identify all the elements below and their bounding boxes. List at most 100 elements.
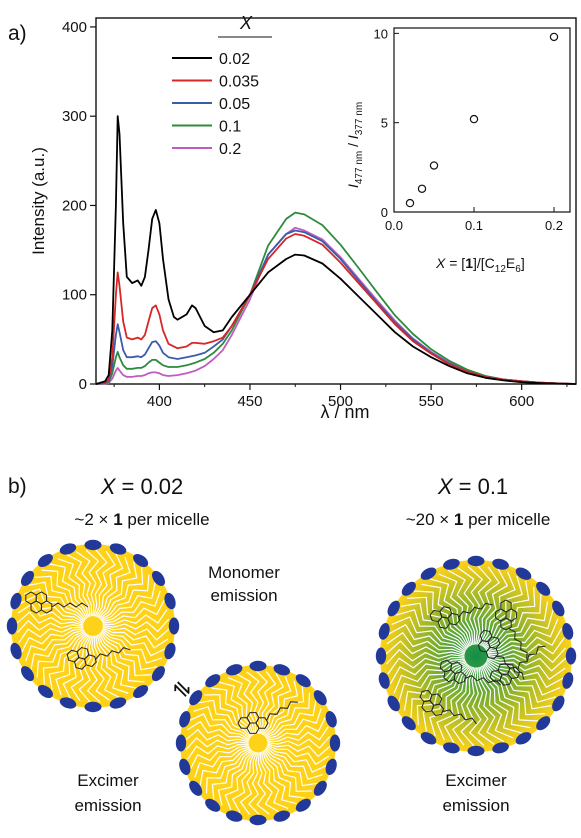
- surfactant-tail: [403, 662, 467, 711]
- surfactant-headgroup: [378, 623, 390, 640]
- surfactant-headgroup: [10, 642, 22, 660]
- panel-b: b) X = 0.02 ~2 × 1 per micelle X = 0.1 ~…: [6, 474, 577, 826]
- series-lines: [95, 115, 577, 385]
- surfactant-headgroup: [492, 558, 509, 570]
- surfactant-tail: [211, 687, 253, 736]
- x-axis-label: λ / nm: [320, 402, 369, 422]
- inset-point: [405, 198, 415, 208]
- surfactant-tail: [478, 667, 505, 743]
- aromatic-ring: [255, 717, 269, 729]
- surfactant-tail: [256, 752, 270, 815]
- surfactant-tail: [389, 658, 465, 685]
- surfactant-headgroup: [562, 672, 574, 689]
- surfactant-tail: [260, 751, 289, 809]
- inset-point: [469, 114, 479, 124]
- surfactant-tail: [102, 599, 165, 624]
- surfactant-tail: [101, 582, 156, 622]
- x-tick-label: 550: [419, 393, 444, 410]
- surfactant-headgroup: [225, 664, 243, 676]
- alkyl-chain: [496, 655, 525, 680]
- surfactant-tail: [96, 634, 129, 694]
- surfactant-tail: [217, 750, 254, 806]
- surfactant-headgroup: [536, 716, 551, 731]
- surfactant-headgroup: [552, 600, 565, 617]
- surfactant-headgroup: [443, 558, 460, 570]
- inset-frame: [393, 27, 571, 213]
- surfactant-tail: [25, 629, 85, 662]
- surfactant-headgroup: [6, 617, 18, 635]
- surfactant-headgroup: [387, 600, 400, 617]
- surfactant-tail: [101, 630, 163, 664]
- surfactant-tail: [387, 656, 465, 675]
- surfactant-tail: [185, 729, 249, 743]
- surfactant-tail: [97, 556, 131, 618]
- surfactant-tail: [23, 588, 85, 622]
- surfactant-headgroup: [536, 581, 551, 596]
- surfactant-headgroup: [313, 690, 327, 706]
- inset-point: [429, 161, 439, 170]
- surfactant-tail: [267, 736, 331, 749]
- inset-x-tick-label: 0.2: [545, 218, 563, 233]
- surfactant-tail: [262, 680, 299, 736]
- surfactant-headgroup: [401, 716, 416, 731]
- surfactant-tail: [266, 744, 330, 765]
- legend-title: X: [239, 13, 253, 33]
- probe-molecule: [495, 599, 528, 660]
- surfactant-headgroup: [151, 570, 166, 586]
- micelle-core: [180, 665, 336, 821]
- surfactant-headgroup: [515, 567, 532, 580]
- surfactant-tail: [36, 631, 86, 678]
- surfactant-tail: [62, 634, 91, 699]
- x-tick-label: 500: [328, 393, 353, 410]
- series-line-0.05: [95, 229, 577, 385]
- surfactant-headgroup: [59, 697, 77, 709]
- surfactant-headgroup: [20, 666, 35, 682]
- surfactant-headgroup: [109, 697, 127, 709]
- surfactant-tail: [421, 583, 470, 647]
- surfactant-tail: [185, 737, 249, 750]
- probe-molecule: [429, 602, 493, 629]
- probe-molecule: [477, 629, 525, 680]
- surfactant-headgroup: [133, 684, 149, 699]
- inset-x-tick-label: 0.0: [385, 218, 403, 233]
- surfactant-tail: [482, 665, 531, 729]
- aromatic-ring: [40, 600, 53, 614]
- inset-point: [417, 184, 427, 193]
- legend: X 0.02 0.035 0.05 0.1 0.2: [172, 13, 272, 158]
- surfactant-tail: [422, 664, 470, 732]
- surfactant-tail: [102, 626, 170, 641]
- right-condition-title: X = 0.1: [437, 474, 508, 499]
- surfactant-tail: [478, 568, 508, 646]
- surfactant-headgroup: [387, 695, 400, 712]
- surfactant-tail: [391, 616, 466, 652]
- surfactant-tail: [85, 549, 99, 617]
- surfactant-tail: [487, 656, 567, 672]
- surfactant-tail: [95, 635, 120, 698]
- surfactant-headgroup: [249, 814, 267, 826]
- surfactant-tail: [87, 635, 101, 703]
- aromatic-ring: [84, 654, 97, 668]
- alkyl-chain: [464, 675, 501, 686]
- probe-molecule: [25, 591, 89, 614]
- micelle-excimer-large: [375, 555, 577, 757]
- surfactant-tail: [48, 633, 88, 691]
- surfactant-headgroup: [313, 780, 327, 796]
- panel-a-label: a): [8, 22, 27, 45]
- legend-label-0.05: 0.05: [219, 96, 250, 113]
- series-line-0.02: [95, 115, 577, 385]
- excimer-label-left-line2: emission: [74, 796, 141, 815]
- surfactant-tail: [485, 609, 554, 652]
- y-tick-label: 200: [62, 197, 87, 214]
- surfactant-tail: [55, 634, 89, 696]
- surfactant-tail: [263, 686, 305, 737]
- right-condition-subtitle: ~20 × 1 per micelle: [406, 510, 551, 529]
- surfactant-tail: [78, 635, 93, 703]
- surfactant-tail: [199, 747, 251, 786]
- surfactant-tail: [267, 726, 329, 742]
- surfactant-tail: [486, 618, 559, 653]
- surfactant-tail: [262, 750, 297, 805]
- surfactant-tail: [406, 596, 468, 649]
- surfactant-tail: [97, 634, 137, 689]
- legend-label-0.02: 0.02: [219, 51, 250, 68]
